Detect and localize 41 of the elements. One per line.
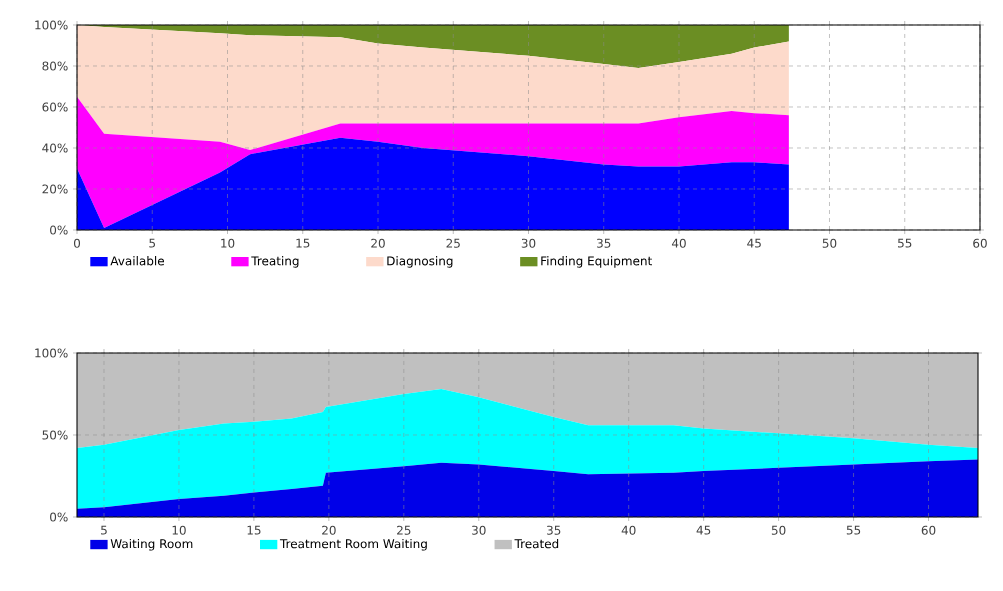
x-tick-label: 50 [771, 525, 786, 535]
x-tick-label: 20 [322, 525, 336, 535]
y-tick-label: 60% [42, 102, 68, 112]
x-tick-label: 50 [822, 238, 837, 248]
x-tick-label: 10 [221, 238, 235, 248]
y-tick-label: 20% [42, 184, 68, 194]
x-tick-label: 55 [846, 525, 861, 535]
x-tick-label: 35 [597, 238, 611, 248]
x-tick-label: 5 [101, 525, 107, 535]
x-tick-label: 30 [521, 238, 536, 248]
x-tick-label: 20 [371, 238, 385, 248]
x-tick-label: 40 [671, 238, 686, 248]
x-tick-label: 25 [397, 525, 411, 535]
x-tick-label: 5 [149, 238, 156, 248]
x-tick-label: 60 [921, 525, 936, 535]
x-tick-label: 25 [446, 238, 460, 248]
y-tick-label: 0% [50, 225, 68, 235]
legend-label: Diagnosing [387, 256, 453, 268]
y-tick-label: 40% [42, 143, 68, 153]
x-tick-label: 45 [696, 525, 711, 535]
x-tick-label: 15 [247, 525, 261, 535]
y-tick-label: 50% [42, 430, 68, 440]
x-tick-label: 35 [547, 525, 561, 535]
x-tick-label: 40 [621, 525, 636, 535]
x-tick-label: 15 [296, 238, 310, 248]
x-tick-label: 30 [472, 525, 486, 535]
x-tick-label: 55 [898, 238, 912, 248]
x-tick-label: 60 [973, 238, 987, 248]
legend-label: Available [110, 256, 165, 266]
x-tick-label: 0 [73, 238, 81, 248]
legend-label: Treatment Room Waiting [279, 538, 427, 551]
legend-label: Finding Equipment [541, 256, 652, 268]
y-tick-label: 100% [35, 20, 68, 30]
y-tick-label: 100% [35, 348, 68, 358]
x-tick-label: 45 [747, 238, 761, 248]
y-tick-label: 80% [42, 61, 68, 71]
y-tick-label: 0% [50, 512, 68, 522]
legend-label: Waiting Room [110, 538, 193, 551]
legend-label: Treating [251, 256, 299, 268]
legend-label: Treated [514, 538, 559, 549]
x-tick-label: 10 [172, 525, 186, 535]
